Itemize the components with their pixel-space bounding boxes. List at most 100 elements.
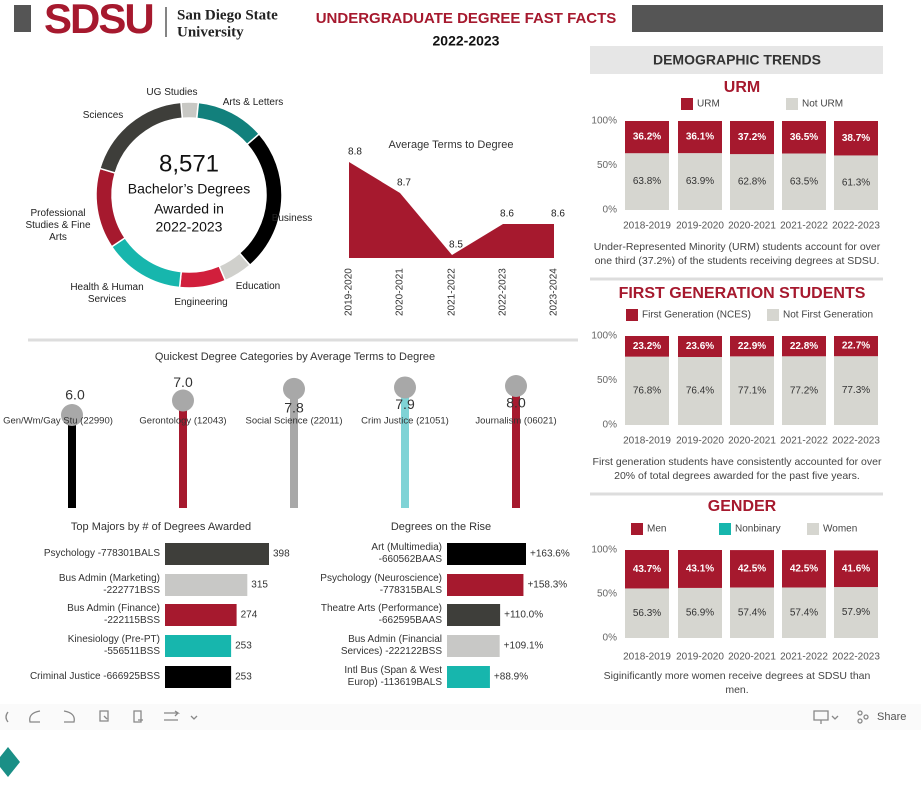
stacked-segment (625, 588, 669, 638)
data-label: 315 (251, 580, 268, 591)
lollipop-stick (512, 386, 520, 508)
bar-label: Psychology -778301BALS (43, 548, 160, 559)
bar-label: Kinesiology (Pre-PT) -556511BSS (67, 634, 160, 657)
lollipop-head (505, 375, 527, 397)
y-tick-label: 100% (591, 545, 617, 556)
data-label: 36.2% (633, 132, 661, 143)
legend-swatch (786, 98, 798, 110)
data-label: 63.5% (790, 176, 818, 187)
category-label: Social Science (22011) (246, 416, 343, 427)
chart-title: URM (724, 79, 760, 96)
category-label: Gen/Wm/Gay Stu (22990) (3, 416, 113, 427)
data-label: 7.0 (173, 374, 193, 390)
stacked-segment (834, 121, 878, 156)
data-label: 253 (235, 641, 252, 652)
data-label: 77.1% (738, 385, 766, 396)
x-tick-label: 2019-2020 (676, 652, 724, 663)
legend-label: Not URM (802, 99, 843, 110)
x-tick-label: 2019-2020 (676, 436, 724, 447)
dashboard-title: UNDERGRADUATE DEGREE FAST FACTS (316, 10, 617, 27)
bar-label: Bus Admin (Finance) -222115BSS (67, 603, 160, 626)
donut-segment (238, 132, 283, 267)
stacked-segment (730, 587, 774, 638)
icon-undo[interactable] (29, 710, 41, 723)
data-label: 63.8% (633, 176, 661, 187)
icon-device[interactable] (813, 710, 829, 724)
donut-segment (178, 264, 227, 289)
bar-label: Intl Bus (Span & West Europ) -113619BALS (344, 665, 442, 688)
data-label: 23.2% (633, 341, 661, 352)
legend-label: URM (697, 99, 720, 110)
y-tick-label: 0% (603, 633, 618, 644)
legend-label: Men (647, 524, 666, 535)
stacked-segment (730, 154, 774, 210)
icon-share[interactable] (857, 718, 863, 724)
data-label: 56.3% (633, 608, 661, 619)
bar (447, 604, 501, 626)
stacked-segment (834, 550, 878, 588)
data-label: 22.7% (842, 341, 870, 352)
icon-refresh[interactable] (133, 710, 143, 723)
stacked-segment (730, 121, 774, 155)
corner-diamond (0, 747, 20, 777)
stacked-segment (782, 587, 826, 638)
bar (165, 574, 248, 596)
legend-swatch (626, 309, 638, 321)
icon[interactable] (5, 711, 9, 723)
data-label: 8.6 (500, 209, 514, 220)
lollipop-head (61, 404, 83, 426)
icon-dropdown[interactable] (831, 715, 839, 720)
data-label: 7.9 (395, 396, 415, 412)
donut-segment (95, 167, 127, 248)
data-label: 77.2% (790, 385, 818, 396)
lollipop-stick (68, 415, 76, 508)
bar (165, 635, 232, 657)
icon-share[interactable] (863, 714, 869, 720)
donut-center-text: 8,571 (159, 150, 219, 177)
data-label: 8.5 (449, 240, 463, 251)
header-bar-left (14, 5, 31, 32)
icon-share[interactable] (857, 710, 863, 716)
icon-revert[interactable] (99, 710, 109, 722)
stacked-segment (782, 356, 826, 425)
bar-label: Bus Admin (Marketing) -222771BSS (58, 573, 160, 596)
data-label: 42.5% (738, 563, 766, 574)
donut-center-text: Awarded in (154, 201, 224, 217)
stacked-segment (834, 356, 878, 425)
stacked-segment (834, 155, 878, 210)
chart-note: First generation students have consisten… (592, 456, 882, 482)
x-tick-label: 2022-2023 (832, 221, 880, 232)
icon-more[interactable] (190, 715, 198, 720)
lollipop-stick (290, 388, 298, 508)
stacked-segment (678, 336, 722, 358)
data-label: +163.6% (530, 549, 570, 560)
icon-redo[interactable] (63, 710, 75, 723)
legend-swatch (681, 98, 693, 110)
stacked-segment (730, 336, 774, 357)
data-label: 398 (273, 549, 290, 560)
logo: SDSU (44, 0, 153, 42)
data-label: 61.3% (842, 177, 870, 188)
stacked-segment (782, 121, 826, 154)
stacked-segment (678, 153, 722, 210)
section-heading: DEMOGRAPHIC TRENDS (653, 52, 821, 68)
share-button[interactable]: Share (877, 711, 906, 723)
data-label: 6.0 (65, 387, 85, 403)
category-label: Gerontology (12043) (139, 416, 226, 427)
data-label: 36.1% (686, 132, 714, 143)
icon-pause[interactable] (164, 710, 181, 721)
toolbar (0, 704, 921, 730)
donut-label: Professional Studies & Fine Arts (25, 208, 91, 243)
donut-center-text: Bachelor’s Degrees (128, 181, 250, 197)
stacked-segment (678, 121, 722, 154)
donut-segment (180, 101, 200, 120)
data-label: +110.0% (504, 610, 543, 621)
bar-label: Bus Admin (Financial Services) -222122BS… (340, 634, 442, 657)
area (349, 162, 554, 258)
donut-label: UG Studies (146, 87, 198, 98)
stacked-segment (625, 336, 669, 357)
data-label: 41.6% (842, 563, 870, 574)
chart-title: Quickest Degree Categories by Average Te… (155, 351, 435, 363)
x-tick-label: 2018-2019 (623, 652, 671, 663)
